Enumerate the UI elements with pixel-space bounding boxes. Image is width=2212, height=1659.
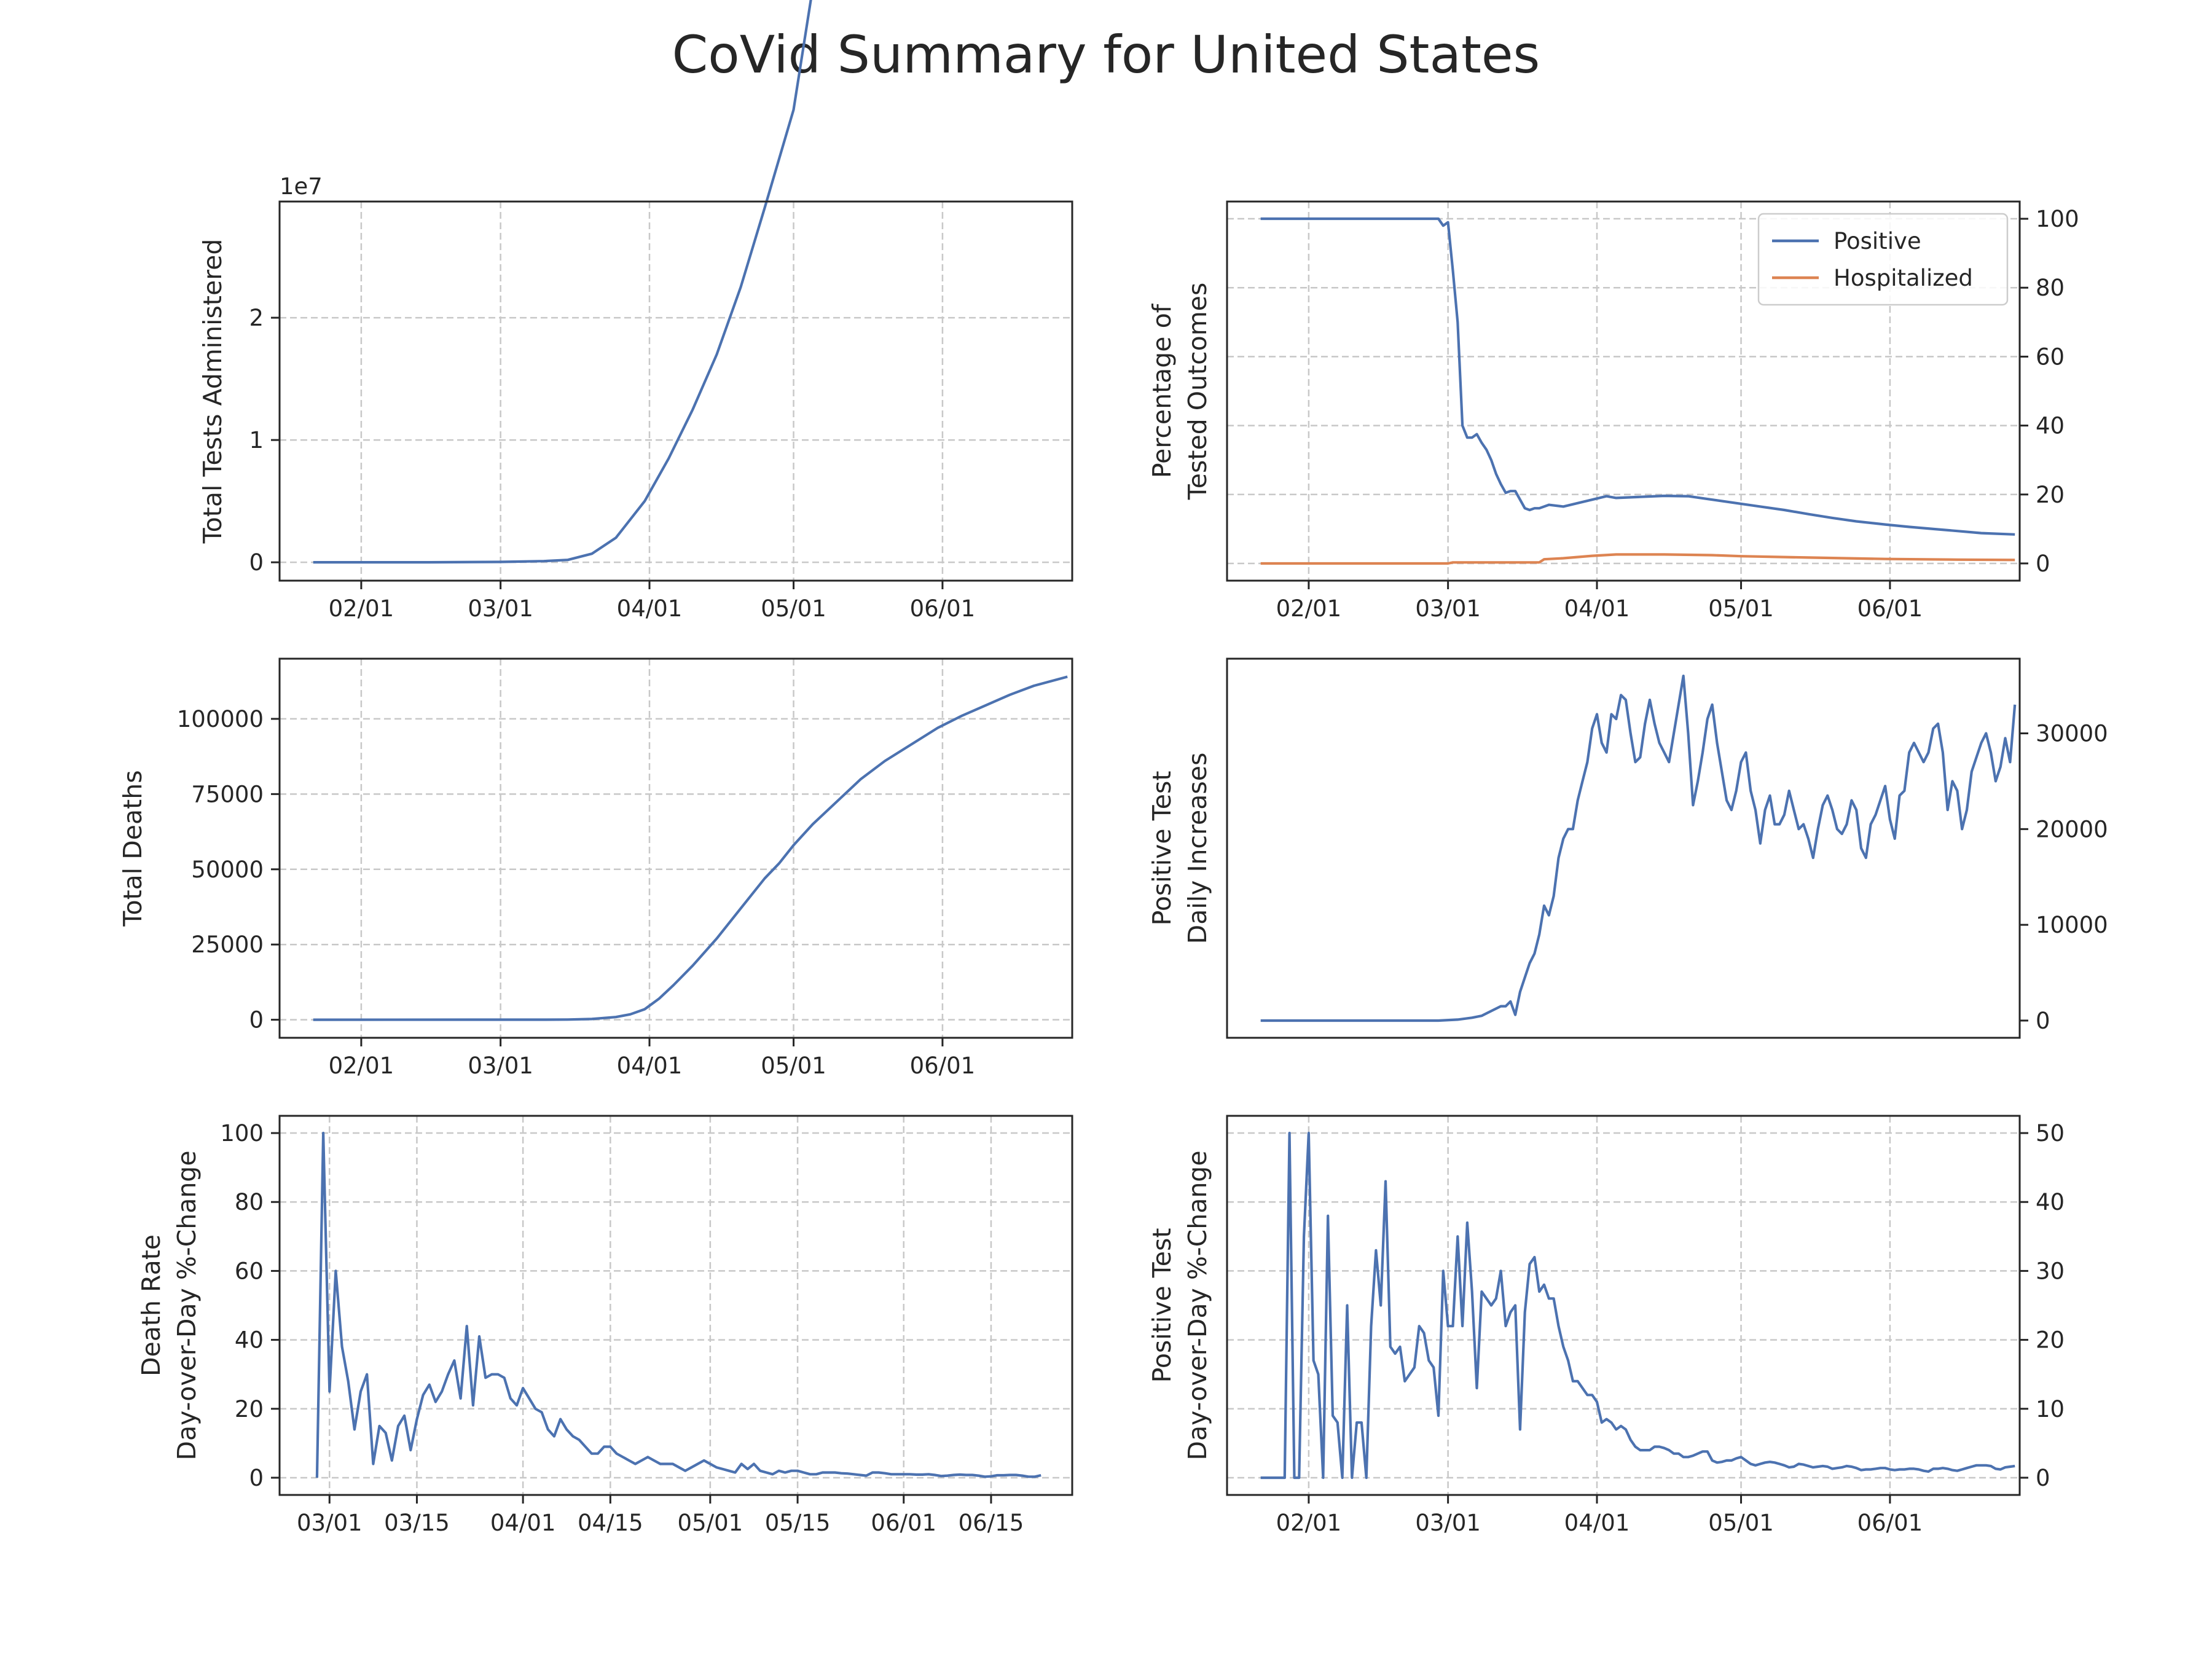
chart-panel-total-deaths: 02/01 03/01 04/01 05/01 06/01 0 25000 50000 7500… <box>118 657 1073 1079</box>
y-axis-title: Positive Test <box>1147 771 1177 926</box>
x-tick-label: 03/01 <box>297 1510 363 1536</box>
x-tick-label: 02/01 <box>329 1053 394 1079</box>
x-tick-label: 06/01 <box>871 1510 936 1536</box>
axes-frame <box>1226 200 2021 582</box>
x-tick-label: 06/01 <box>910 1053 976 1079</box>
chart-panel-total-tests: 02/01 03/01 04/01 05/01 06/01 0 1 2 1e7 Total Tes… <box>198 0 1073 622</box>
chart-panel-positive-change: 02/01 03/01 04/01 05/01 06/01 0 10 20 30 40 50 Posi… <box>1147 1115 2065 1536</box>
x-tick-label: 06/01 <box>1857 1510 1923 1536</box>
series-line <box>1260 1131 2015 1480</box>
y-tick-label: 50000 <box>191 857 264 883</box>
series-line <box>1260 674 2017 1022</box>
y-tick-label: 80 <box>235 1189 264 1215</box>
y-tick-label: 0 <box>2036 551 2050 577</box>
axes-frame <box>278 1115 1073 1496</box>
y-tick-label: 2 <box>249 305 264 331</box>
chart-panel-positive-daily: 0 10000 20000 30000 Positive Test Daily Incre… <box>1147 657 2108 1039</box>
y-tick-label: 10000 <box>2036 912 2108 938</box>
legend-label: Positive <box>1834 228 1921 254</box>
x-tick-label: 04/01 <box>617 1053 683 1079</box>
chart-panel-death-rate-change: 03/01 03/15 04/01 04/15 05/01 05/15 06/01 06/15… <box>136 1115 1073 1536</box>
x-tick-label: 04/01 <box>617 595 683 622</box>
series-line-positive <box>1260 217 2015 536</box>
y-axis-title: Death Rate <box>136 1234 166 1376</box>
series-line <box>315 1131 1041 1478</box>
y-tick-label: 30000 <box>2036 721 2108 747</box>
x-tick-label: 03/15 <box>384 1510 450 1536</box>
y-axis-title: Daily Increases <box>1183 753 1212 944</box>
y-axis-title: Total Deaths <box>118 770 147 927</box>
y-tick-label: 100000 <box>177 706 264 732</box>
x-tick-label: 03/01 <box>468 595 533 622</box>
axes-frame <box>1226 1115 2021 1496</box>
x-tick-label: 02/01 <box>1276 1510 1342 1536</box>
y-axis-title: Total Tests Administered <box>198 239 227 544</box>
series-line <box>313 0 812 564</box>
y-axis-title: Positive Test <box>1147 1228 1177 1383</box>
y-tick-label: 40 <box>2036 413 2065 439</box>
x-tick-label: 05/01 <box>761 1053 826 1079</box>
x-tick-label: 03/01 <box>1415 1510 1481 1536</box>
series-line-hospitalized <box>1260 553 2015 565</box>
y-tick-label: 25000 <box>191 931 264 958</box>
x-tick-label: 05/01 <box>1708 595 1774 622</box>
x-tick-label: 02/01 <box>329 595 394 622</box>
x-tick-label: 06/01 <box>910 595 976 622</box>
y-axis-title: Day-over-Day %-Change <box>172 1150 202 1460</box>
y-tick-label: 30 <box>2036 1258 2065 1284</box>
y-tick-label: 20 <box>2036 482 2065 508</box>
y-tick-label: 0 <box>2036 1465 2050 1491</box>
x-tick-label: 05/01 <box>761 595 826 622</box>
y-tick-label: 20000 <box>2036 816 2108 842</box>
x-tick-label: 04/01 <box>1564 1510 1630 1536</box>
x-tick-label: 03/01 <box>468 1053 533 1079</box>
y-tick-label: 40 <box>2036 1189 2065 1215</box>
axes-frame <box>278 657 1073 1039</box>
y-tick-label: 20 <box>235 1396 264 1422</box>
y-axis-title: Tested Outcomes <box>1183 283 1212 501</box>
y-tick-label: 20 <box>2036 1327 2065 1354</box>
y-axis-title: Percentage of <box>1147 303 1177 478</box>
legend-label: Hospitalized <box>1834 265 1973 291</box>
axes-frame <box>1226 657 2021 1039</box>
y-axis-title: Day-over-Day %-Change <box>1183 1150 1212 1460</box>
y-tick-label: 0 <box>249 549 264 576</box>
x-tick-label: 05/15 <box>765 1510 831 1536</box>
figure-title: CoVid Summary for United States <box>672 25 1540 85</box>
y-tick-label: 50 <box>2036 1120 2065 1147</box>
y-tick-label: 1 <box>249 427 264 453</box>
x-tick-label: 06/01 <box>1857 595 1923 622</box>
legend-box <box>1757 213 2009 306</box>
y-tick-label: 100 <box>220 1120 264 1147</box>
y-tick-label: 0 <box>2036 1008 2050 1034</box>
chart-panel-pct-outcomes: 02/01 03/01 04/01 05/01 06/01 0 20 40 60 80 100 Per… <box>1147 200 2079 622</box>
y-tick-label: 0 <box>249 1007 264 1033</box>
y-tick-label: 75000 <box>191 781 264 807</box>
y-tick-label: 10 <box>2036 1396 2065 1422</box>
axes-frame <box>278 200 1073 582</box>
y-tick-label: 40 <box>235 1327 264 1354</box>
x-tick-label: 02/01 <box>1276 595 1342 622</box>
x-tick-label: 05/01 <box>678 1510 743 1536</box>
x-tick-label: 06/15 <box>959 1510 1024 1536</box>
x-tick-label: 04/01 <box>1564 595 1630 622</box>
y-tick-label: 0 <box>249 1465 264 1491</box>
x-tick-label: 04/15 <box>578 1510 643 1536</box>
legend: Positive Hospitalized <box>1757 213 2009 306</box>
x-tick-label: 03/01 <box>1415 595 1481 622</box>
y-tick-label: 60 <box>235 1258 264 1284</box>
y-tick-label: 60 <box>2036 343 2065 370</box>
series-line <box>313 675 1068 1021</box>
y-tick-label: 80 <box>2036 275 2065 301</box>
x-tick-label: 05/01 <box>1708 1510 1774 1536</box>
y-offset-label: 1e7 <box>280 173 323 200</box>
x-tick-label: 04/01 <box>490 1510 556 1536</box>
y-tick-label: 100 <box>2036 206 2079 232</box>
